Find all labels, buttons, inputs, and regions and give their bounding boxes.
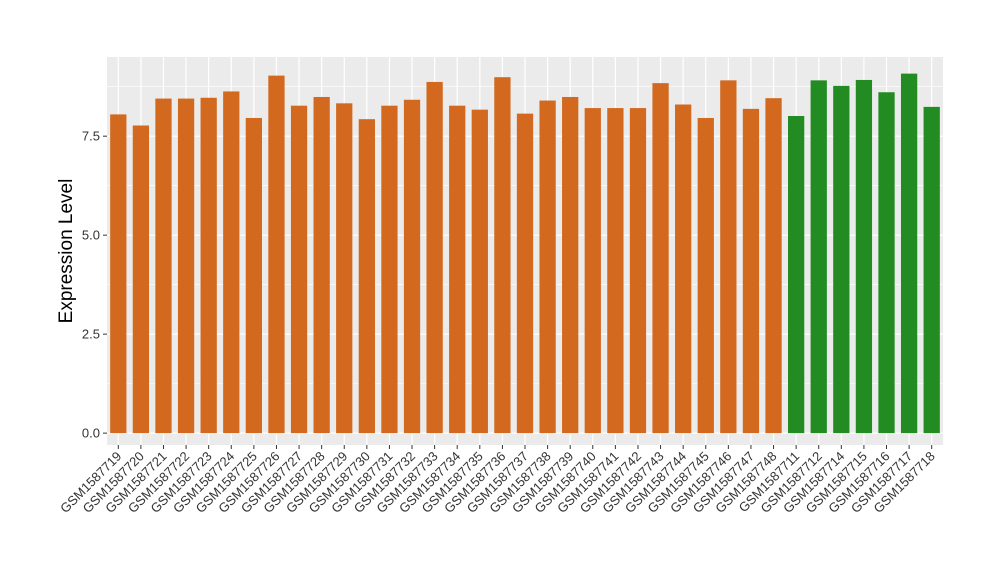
- bar-GSM1587740: [584, 108, 601, 434]
- bar-GSM1587715: [855, 79, 873, 434]
- y-axis-title: Expression Level: [56, 179, 77, 324]
- bar-GSM1587732: [403, 99, 421, 434]
- bar-GSM1587741: [607, 108, 624, 434]
- bar-GSM1587723: [200, 97, 217, 434]
- y-tick-label: 0.0: [82, 426, 100, 441]
- bar-GSM1587717: [900, 73, 918, 434]
- y-tick-label: 5.0: [82, 228, 100, 243]
- x-axis: GSM1587719GSM1587720GSM1587721GSM1587722…: [57, 445, 938, 516]
- bar-GSM1587721: [155, 98, 172, 434]
- bar-GSM1587736: [494, 77, 511, 434]
- bar-GSM1587739: [562, 96, 579, 434]
- y-tick-label: 7.5: [82, 129, 100, 144]
- bar-GSM1587738: [539, 100, 556, 434]
- bar-GSM1587714: [833, 85, 850, 434]
- y-tick-label: 2.5: [82, 327, 100, 342]
- bar-GSM1587720: [132, 125, 150, 434]
- y-axis: 0.0 2.5 5.0 7.5: [82, 129, 107, 441]
- bar-GSM1587748: [765, 98, 782, 434]
- bar-GSM1587724: [223, 91, 240, 434]
- bar-GSM1587719: [110, 114, 127, 434]
- bar-GSM1587735: [471, 109, 488, 434]
- bar-GSM1587746: [720, 80, 737, 434]
- bar-GSM1587712: [810, 80, 827, 434]
- bar-GSM1587722: [177, 98, 195, 434]
- bar-GSM1587745: [697, 117, 714, 434]
- bar-GSM1587733: [426, 81, 443, 434]
- bar-GSM1587747: [742, 108, 760, 434]
- bar-GSM1587718: [923, 106, 940, 434]
- bar-GSM1587728: [313, 96, 330, 434]
- bar-GSM1587727: [290, 105, 308, 434]
- bar-GSM1587711: [788, 115, 805, 434]
- bar-GSM1587734: [449, 105, 466, 434]
- bar-GSM1587731: [381, 105, 398, 434]
- bar-GSM1587726: [268, 75, 285, 434]
- bars: [110, 73, 940, 434]
- bar-GSM1587725: [245, 117, 262, 434]
- bar-GSM1587737: [516, 113, 534, 434]
- bar-GSM1587729: [336, 103, 353, 434]
- bar-GSM1587730: [358, 119, 375, 434]
- bar-GSM1587716: [878, 92, 895, 434]
- bar-GSM1587744: [675, 104, 692, 434]
- bar-GSM1587743: [652, 83, 669, 434]
- bar-GSM1587742: [629, 108, 647, 434]
